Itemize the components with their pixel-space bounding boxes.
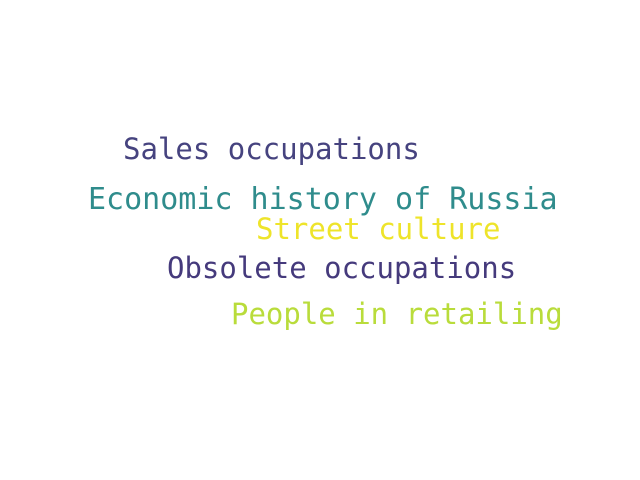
word-people-in-retailing: People in retailing	[231, 297, 563, 331]
word-street-culture: Street culture	[256, 212, 501, 246]
word-economic-history-of-russia: Economic history of Russia	[88, 182, 558, 217]
word-obsolete-occupations: Obsolete occupations	[167, 251, 517, 285]
word-sales-occupations: Sales occupations	[123, 132, 420, 166]
